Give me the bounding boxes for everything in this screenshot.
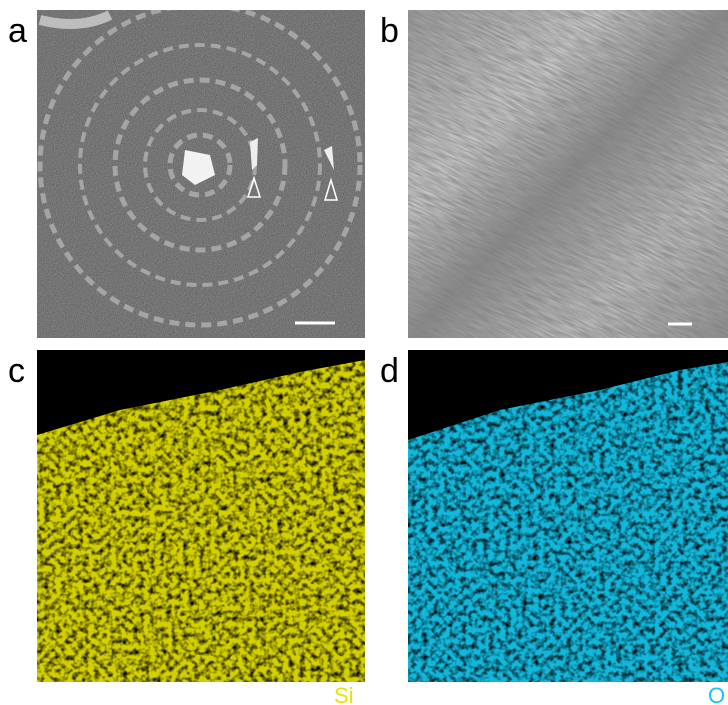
panel-label: c: [8, 352, 25, 390]
panel-a-image: [37, 5, 365, 338]
panel-label: d: [380, 352, 399, 390]
panel-c-image: [37, 350, 365, 705]
element-label: O: [708, 683, 725, 705]
figure: a b Si c O d: [0, 0, 728, 705]
panel-label: a: [8, 12, 27, 50]
panel-label: b: [380, 12, 399, 50]
element-label: Si: [334, 683, 354, 705]
panel-d-image: [408, 350, 728, 705]
